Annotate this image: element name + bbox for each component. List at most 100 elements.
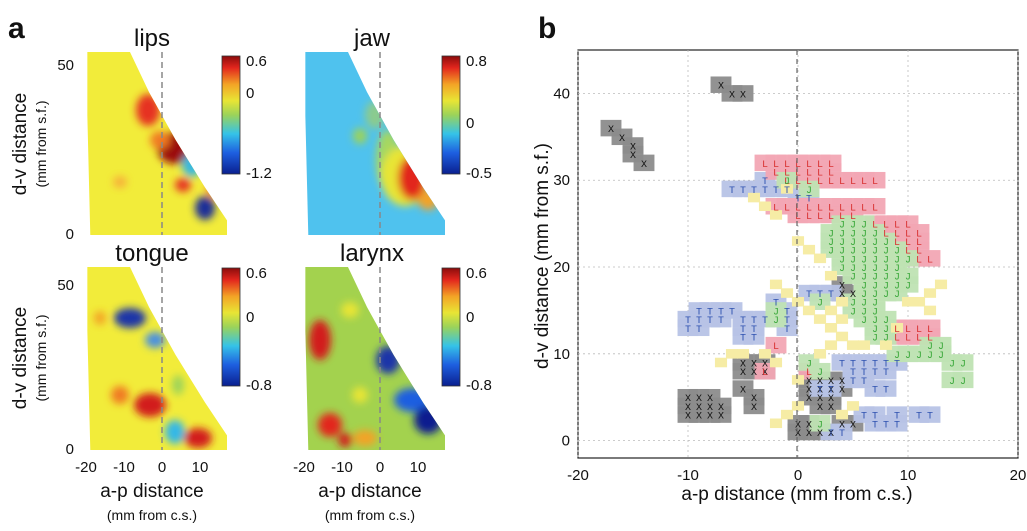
marker-J-9: J <box>839 238 845 249</box>
region-cell-J-76 <box>809 362 831 380</box>
lips-map: lips <box>87 25 227 235</box>
marker-J-2: J <box>861 221 867 232</box>
marker-L-32: L <box>795 212 801 223</box>
marker-T-57: T <box>839 429 845 440</box>
marker-X-20: X <box>751 394 757 405</box>
panel-a-letter: a <box>8 12 25 45</box>
left-x-sublabel: (mm from c.s.) <box>107 507 197 523</box>
bottom-y-label: d-v distance <box>10 307 31 409</box>
mixed-cell-23 <box>813 253 827 264</box>
marker-L-63: L <box>806 368 812 379</box>
marker-T-32: T <box>828 290 834 301</box>
marker-L-54: L <box>905 325 911 336</box>
region-cell-X-21 <box>743 397 765 415</box>
marker-L-9: L <box>795 169 801 180</box>
mixed-cell-21 <box>791 236 805 246</box>
marker-L-6: L <box>828 160 834 171</box>
panel-a-top-y-axis: 50 0 d-v distance (mm from s.f.) <box>10 57 74 243</box>
lips-colorbar: 0.6 0 -1.2 <box>221 53 272 182</box>
region-cell-L-52 <box>919 250 941 267</box>
marker-T-4: T <box>773 186 779 197</box>
mixed-cell-17 <box>769 210 783 220</box>
marker-T-58: T <box>828 429 834 440</box>
marker-X-46: X <box>828 429 834 440</box>
lips-cbar-zero: 0 <box>246 85 254 102</box>
region-cell-T-44 <box>820 380 842 397</box>
marker-X-0: X <box>608 125 614 136</box>
marker-T-55: T <box>916 412 922 423</box>
jaw-cbar-zero: 0 <box>466 115 474 132</box>
marker-J-19: J <box>883 247 889 258</box>
marker-J-68: J <box>938 351 944 362</box>
marker-L-19: L <box>850 177 856 188</box>
larynx-colorbar: 0.6 0 -0.8 <box>441 265 492 394</box>
y-tick-4: 40 <box>553 85 570 102</box>
mixed-cell-2 <box>791 296 805 307</box>
panel-a-bottom-y-axis: 50 0 d-v distance (mm from s.f.) <box>10 277 74 458</box>
marker-J-20: J <box>894 247 900 258</box>
marker-T-52: T <box>883 420 889 431</box>
marker-J-51: J <box>872 299 878 310</box>
mixed-cell-18 <box>758 201 772 212</box>
marker-T-16: T <box>718 316 724 327</box>
left-x-tick-m20: -20 <box>75 459 97 476</box>
mixed-cell-7 <box>824 340 838 350</box>
marker-L-14: L <box>795 177 801 188</box>
marker-L-8: L <box>784 169 790 180</box>
panel-b-letter: b <box>538 12 556 45</box>
mixed-cell-25 <box>901 296 915 307</box>
mixed-cell-3 <box>802 305 816 316</box>
marker-J-63: J <box>938 342 944 353</box>
mixed-cell-34 <box>846 401 860 411</box>
mixed-cell-6 <box>835 331 849 342</box>
marker-X-4: X <box>641 160 647 171</box>
marker-L-40: L <box>894 221 900 232</box>
panel-b-regions <box>600 76 974 441</box>
marker-L-4: L <box>806 160 812 171</box>
marker-X-17: X <box>707 412 713 423</box>
marker-T-34: T <box>850 360 856 371</box>
marker-L-31: L <box>872 203 878 214</box>
mixed-cell-27 <box>923 305 937 316</box>
region-cell-L-31 <box>864 198 886 215</box>
marker-J-23: J <box>861 255 867 266</box>
marker-J-70: J <box>960 360 966 371</box>
marker-X-50: X <box>839 290 845 301</box>
marker-X-28: X <box>806 377 812 388</box>
region-cell-T-18 <box>688 319 710 337</box>
marker-X-16: X <box>696 412 702 423</box>
marker-J-7: J <box>872 229 878 240</box>
marker-J-21: J <box>839 255 845 266</box>
marker-L-35: L <box>828 212 834 223</box>
marker-L-5: L <box>817 160 823 171</box>
marker-X-1: X <box>619 134 625 145</box>
marker-X-3: X <box>630 151 636 162</box>
marker-X-29: X <box>817 377 823 388</box>
marker-T-43: T <box>817 386 823 397</box>
region-cell-J-78 <box>798 180 820 198</box>
marker-J-45: J <box>861 290 867 301</box>
jaw-cbar-min: -0.5 <box>466 165 492 182</box>
marker-J-4: J <box>839 229 845 240</box>
mixed-cell-38 <box>714 357 728 368</box>
marker-J-62: J <box>927 342 933 353</box>
marker-T-12: T <box>729 307 735 318</box>
bottom-y-sublabel: (mm from s.f.) <box>33 314 49 401</box>
marker-J-11: J <box>861 238 867 249</box>
region-cell-J-74 <box>765 310 787 328</box>
right-x-tick-10: 10 <box>410 459 427 476</box>
marker-T-41: T <box>872 368 878 379</box>
larynx-map: larynx <box>305 240 445 450</box>
marker-J-59: J <box>883 325 889 336</box>
marker-J-50: J <box>861 299 867 310</box>
marker-X-27: X <box>762 360 768 371</box>
marker-L-17: L <box>828 177 834 188</box>
marker-T-53: T <box>894 420 900 431</box>
marker-J-1: J <box>850 221 856 232</box>
marker-L-33: L <box>806 212 812 223</box>
marker-T-28: T <box>784 316 790 327</box>
marker-X-31: X <box>839 377 845 388</box>
marker-T-10: T <box>707 307 713 318</box>
marker-L-57: L <box>894 333 900 344</box>
marker-J-46: J <box>872 290 878 301</box>
